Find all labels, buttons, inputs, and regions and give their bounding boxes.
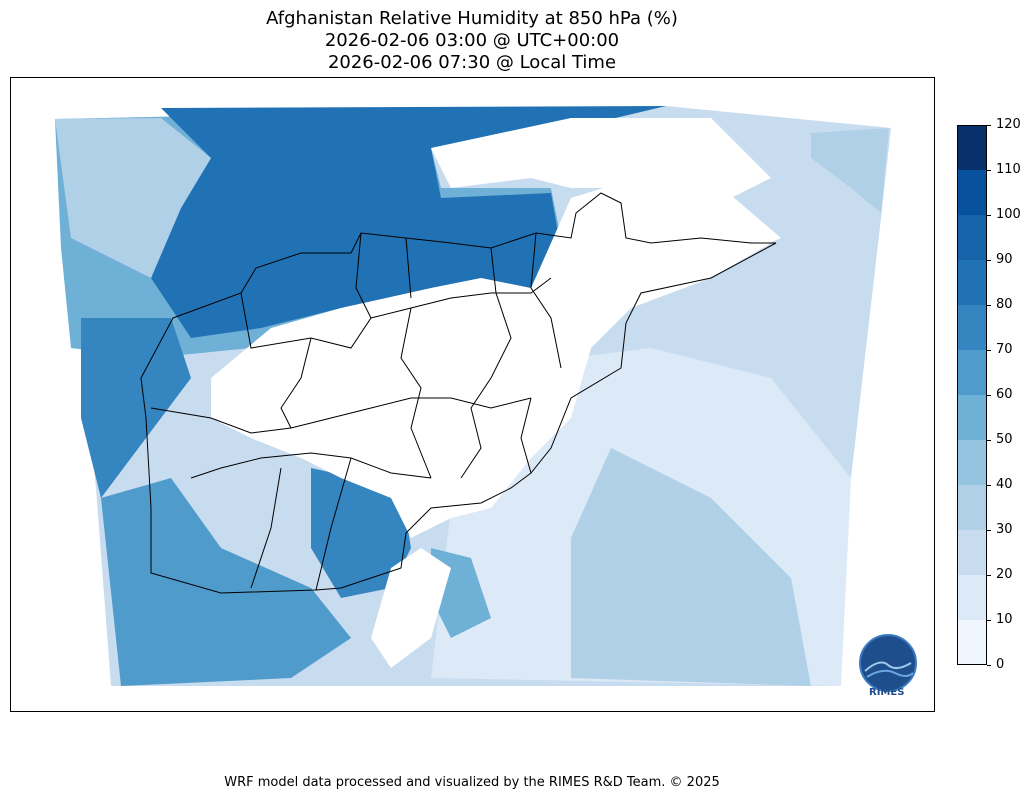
colorbar-segment — [957, 305, 987, 350]
colorbar-tick-mark — [987, 575, 991, 576]
colorbar-segment — [957, 620, 987, 665]
humidity-zone-low-band — [571, 448, 811, 686]
colorbar-tick-label: 100 — [996, 207, 1021, 222]
colorbar-tick-label: 70 — [996, 342, 1013, 357]
masked-area-south — [371, 548, 451, 668]
colorbar-tick-mark — [987, 215, 991, 216]
colorbar-tick-mark — [987, 530, 991, 531]
colorbar-tick-label: 60 — [996, 387, 1013, 402]
colorbar-segment — [957, 350, 987, 395]
colorbar-tick-label: 40 — [996, 477, 1013, 492]
colorbar-tick-mark — [987, 125, 991, 126]
colorbar-tick-label: 90 — [996, 252, 1013, 267]
colorbar-segment — [957, 170, 987, 215]
humidity-zone-sw — [101, 478, 351, 686]
colorbar-segment — [957, 440, 987, 485]
humidity-zone-mid-nw — [55, 118, 211, 278]
colorbar-segment — [957, 575, 987, 620]
colorbar-segment — [957, 215, 987, 260]
colorbar-tick-mark — [987, 350, 991, 351]
utc-time: 2026-02-06 03:00 @ UTC+00:00 — [324, 30, 620, 51]
colorbar-tick-mark — [987, 620, 991, 621]
colorbar-tick-label: 0 — [996, 657, 1005, 672]
colorbar-tick-label: 80 — [996, 297, 1013, 312]
colorbar-tick-mark — [987, 170, 991, 171]
humidity-map — [55, 106, 891, 686]
humidity-zone-south — [311, 468, 411, 598]
colorbar-tick-mark — [987, 260, 991, 261]
map-title: Afghanistan Relative Humidity at 850 hPa… — [266, 8, 678, 29]
colorbar-tick-label: 10 — [996, 612, 1013, 627]
colorbar-segment — [957, 395, 987, 440]
colorbar-segment — [957, 530, 987, 575]
colorbar-tick-label: 20 — [996, 567, 1013, 582]
colorbar — [957, 125, 987, 665]
humidity-zone-west — [81, 318, 191, 498]
logo-icon — [859, 634, 917, 692]
colorbar-segment — [957, 260, 987, 305]
colorbar-tick-label: 30 — [996, 522, 1013, 537]
map-panel — [10, 77, 935, 712]
colorbar-tick-label: 110 — [996, 162, 1021, 177]
credit-footer: WRF model data processed and visualized … — [224, 775, 720, 790]
colorbar-segment — [957, 485, 987, 530]
province-borders — [140, 192, 777, 594]
colorbar-tick-mark — [987, 665, 991, 666]
humidity-zone-ne-patch — [811, 128, 889, 213]
colorbar-tick-mark — [987, 440, 991, 441]
colorbar-tick-label: 120 — [996, 117, 1021, 132]
colorbar-tick-mark — [987, 395, 991, 396]
colorbar-segment — [957, 125, 987, 170]
colorbar-border — [957, 125, 987, 665]
local-time: 2026-02-06 07:30 @ Local Time — [327, 52, 617, 73]
logo-label: RIMES — [869, 687, 905, 698]
colorbar-tick-label: 50 — [996, 432, 1013, 447]
colorbar-tick-mark — [987, 305, 991, 306]
rimes-logo: RIMES — [855, 633, 921, 703]
colorbar-tick-mark — [987, 485, 991, 486]
